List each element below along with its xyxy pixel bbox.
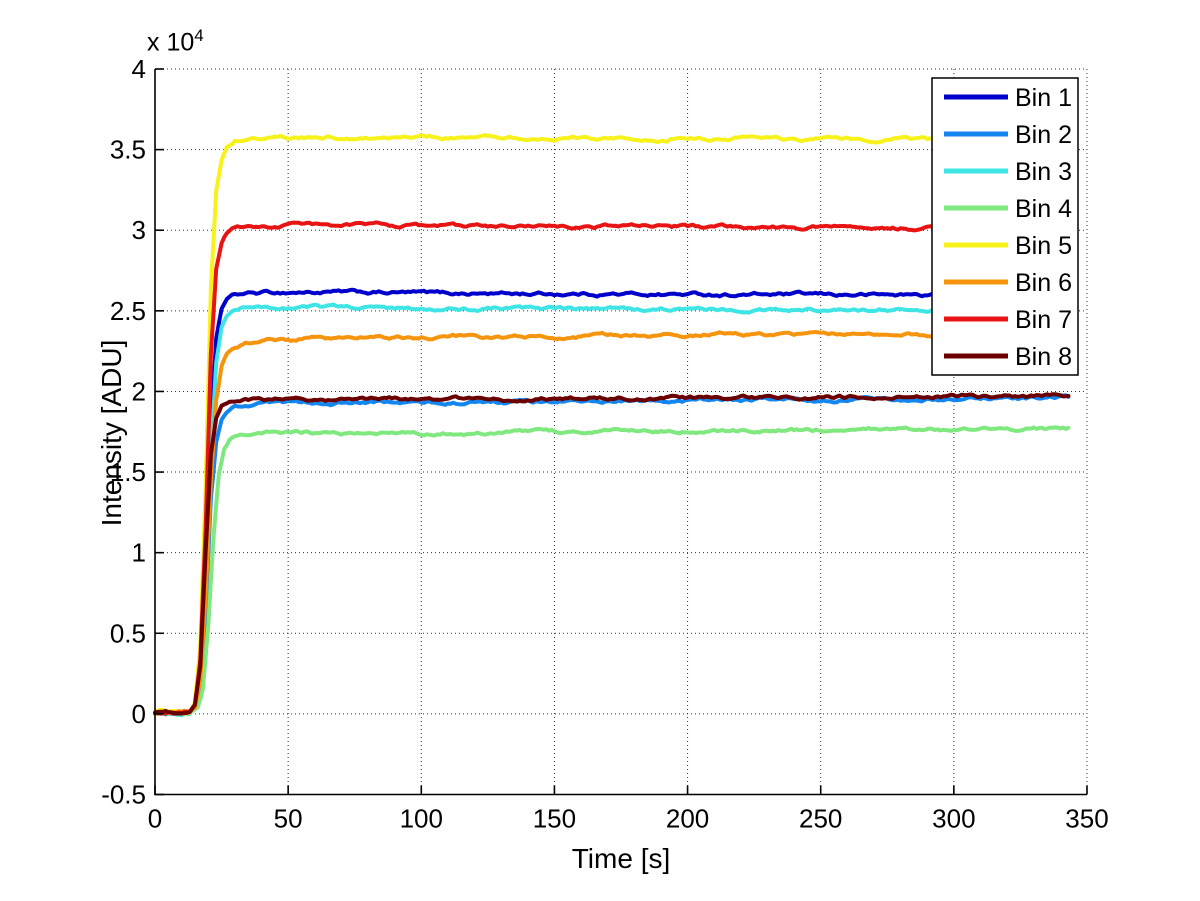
x-axis-title: Time [s] xyxy=(571,843,671,874)
series-line-bin-4 xyxy=(153,425,1071,715)
legend-label-bin-5: Bin 5 xyxy=(1015,232,1072,260)
series-line-bin-7 xyxy=(153,220,1071,716)
y-tick-label: 2 xyxy=(132,376,146,406)
legend-label-bin-6: Bin 6 xyxy=(1015,269,1072,297)
legend-label-bin-4: Bin 4 xyxy=(1015,195,1072,223)
y-axis-exponent-label: x 104 xyxy=(147,26,204,57)
y-tick-label: 1.5 xyxy=(110,457,146,487)
y-tick-label: 3.5 xyxy=(110,135,146,165)
series-line-bin-3 xyxy=(153,302,1071,718)
exponent-base: x 10 xyxy=(147,28,195,57)
legend-box xyxy=(931,77,1079,376)
legend-label-bin-7: Bin 7 xyxy=(1015,306,1072,334)
legend-label-bin-3: Bin 3 xyxy=(1015,158,1072,186)
x-tick-label: 150 xyxy=(533,804,576,834)
exponent-power: 4 xyxy=(194,26,204,45)
series-line-bin-6 xyxy=(153,330,1071,716)
x-tick-label: 250 xyxy=(799,804,842,834)
y-tick-label: 3 xyxy=(132,215,146,245)
x-tick-label: 50 xyxy=(274,804,303,834)
y-tick-label: 4 xyxy=(132,54,146,84)
legend-label-bin-2: Bin 2 xyxy=(1015,121,1072,149)
series-line-bin-5 xyxy=(153,133,1071,716)
x-tick-label: 100 xyxy=(400,804,443,834)
x-tick-label: 200 xyxy=(666,804,709,834)
legend-label-bin-8: Bin 8 xyxy=(1015,343,1072,371)
series-line-bin-8 xyxy=(153,392,1071,716)
series-line-bin-2 xyxy=(153,393,1071,717)
x-tick-label: 300 xyxy=(932,804,975,834)
y-axis-title: Intensity [ADU] xyxy=(96,339,127,527)
x-tick-label: 350 xyxy=(1065,804,1108,834)
y-tick-label: 0 xyxy=(132,699,146,729)
x-tick-label: 0 xyxy=(148,804,162,834)
y-tick-label: 2.5 xyxy=(110,296,146,326)
y-tick-label: 1 xyxy=(132,538,146,568)
y-tick-label: -0.5 xyxy=(101,780,146,810)
legend-label-bin-1: Bin 1 xyxy=(1015,84,1072,112)
y-tick-label: 0.5 xyxy=(110,618,146,648)
series-line-bin-1 xyxy=(153,287,1071,716)
